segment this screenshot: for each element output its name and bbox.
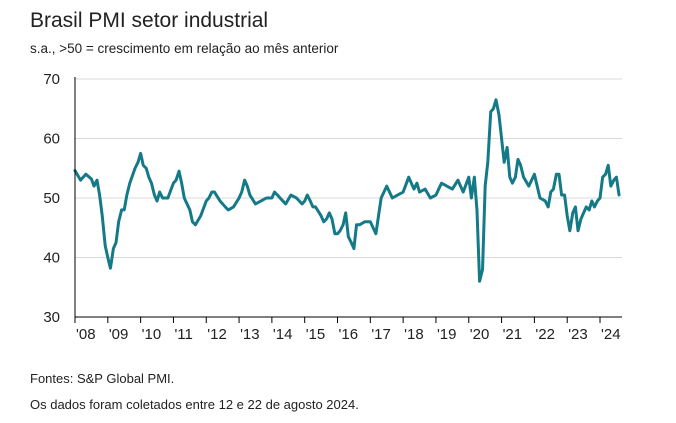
y-tick-label: 50 <box>43 190 60 207</box>
x-tick-label: '22 <box>535 326 555 343</box>
axis-layer: 30 40 50 60 70 '08 '09 '10 '11 '12 '13 '14 '15 '16 '17… <box>43 71 622 343</box>
chart-subtitle: s.a., >50 = crescimento em relação ao mê… <box>30 41 339 56</box>
x-tick-label: '14 <box>273 326 293 343</box>
y-tick-label: 40 <box>43 250 60 267</box>
x-tick-label: '15 <box>306 326 326 343</box>
x-tick-label: '08 <box>76 326 96 343</box>
y-tick-label: 30 <box>43 309 60 326</box>
source-note: Fontes: S&P Global PMI. <box>30 371 175 386</box>
y-tick-label: 60 <box>43 131 60 148</box>
y-tick-label: 70 <box>43 71 60 88</box>
x-tick-label: '13 <box>240 326 260 343</box>
x-tick-label: '24 <box>601 326 621 343</box>
x-tick-label: '18 <box>404 326 424 343</box>
x-tick-label: '11 <box>174 326 192 343</box>
x-tick-label: '17 <box>371 326 391 343</box>
x-tick-label: '10 <box>142 326 162 343</box>
x-tick-label: '16 <box>339 326 359 343</box>
series-layer <box>73 98 621 283</box>
x-tick-label: '23 <box>568 326 588 343</box>
chart-title: Brasil PMI setor industrial <box>30 9 269 32</box>
collection-note: Os dados foram coletados entre 12 e 22 d… <box>30 397 359 412</box>
x-tick-label: '21 <box>503 326 523 343</box>
x-tick-label: '19 <box>437 326 457 343</box>
x-tick-label: '12 <box>207 326 227 343</box>
x-tick-label: '09 <box>109 326 129 343</box>
series-line <box>73 98 621 283</box>
x-tick-label: '20 <box>470 326 490 343</box>
